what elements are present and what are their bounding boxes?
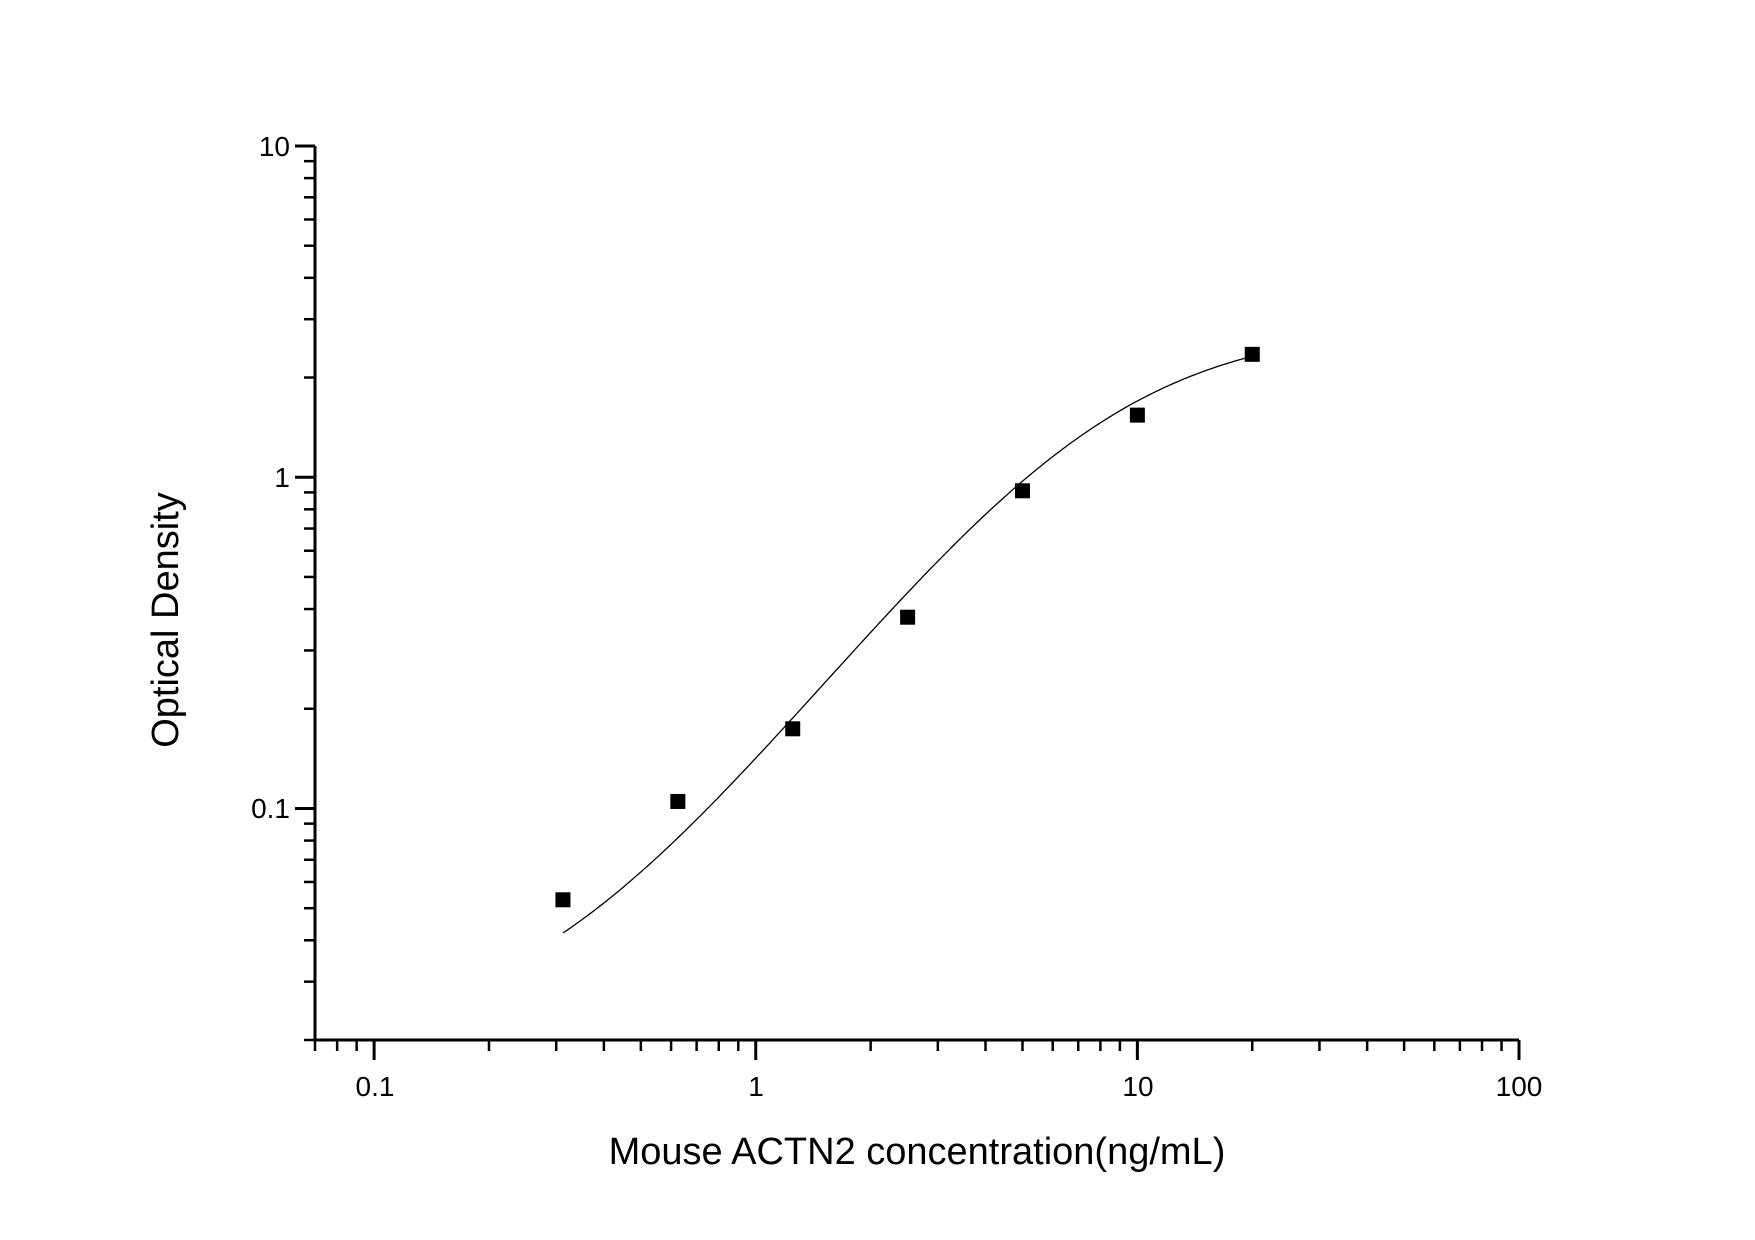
data-point <box>1244 346 1260 362</box>
x-tick-label: 0.1 <box>356 1071 395 1102</box>
fit-curve <box>562 355 1253 934</box>
data-point <box>1129 407 1145 423</box>
x-axis-label: Mouse ACTN2 concentration(ng/mL) <box>609 1131 1226 1173</box>
data-points <box>555 346 1260 908</box>
ticks <box>295 144 1521 1060</box>
axes <box>313 146 1519 1042</box>
data-point <box>670 793 686 809</box>
data-point <box>785 721 801 737</box>
data-point <box>555 892 571 908</box>
x-tick-label: 1 <box>748 1071 764 1102</box>
data-point <box>1014 483 1030 499</box>
y-tick-label: 10 <box>259 131 290 162</box>
x-tick-label: 100 <box>1496 1071 1543 1102</box>
y-tick-label: 1 <box>274 462 290 493</box>
y-axis-label: Optical Density <box>145 492 187 748</box>
fit-curve-layer <box>562 355 1253 934</box>
y-tick-label: 0.1 <box>251 793 290 824</box>
data-point <box>900 609 916 625</box>
x-tick-label: 10 <box>1122 1071 1153 1102</box>
